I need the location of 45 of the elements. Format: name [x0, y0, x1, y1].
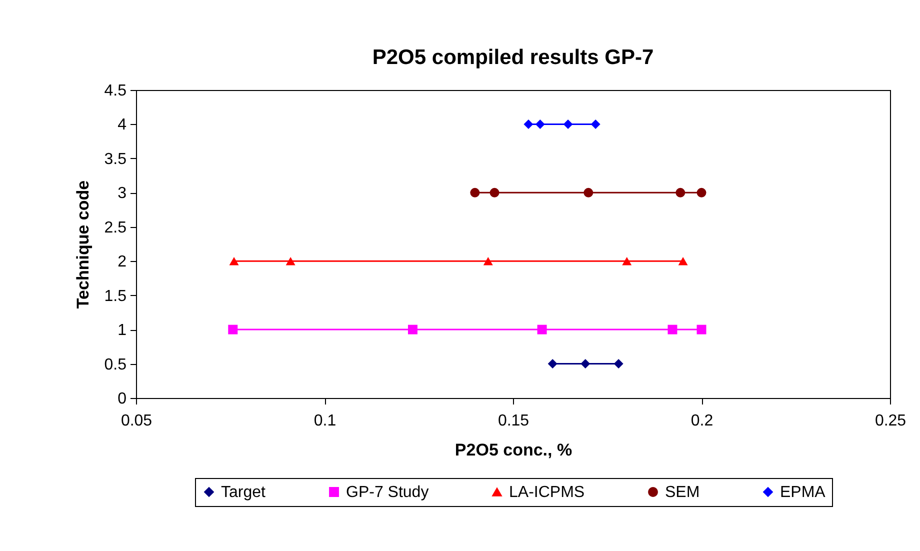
point — [470, 188, 480, 198]
y-tick-label: 2.5 — [104, 219, 127, 236]
y-tick-label: 4.5 — [104, 82, 127, 100]
chart-title: P2O5 compiled results GP-7 — [372, 46, 654, 69]
y-tick-label: 2 — [118, 254, 127, 271]
legend-label: Target — [221, 484, 266, 501]
point — [229, 257, 239, 266]
y-tick-label: 3.5 — [104, 150, 127, 168]
y-tick-label: 3 — [118, 185, 127, 202]
point — [524, 119, 534, 129]
x-tick-label: 0.05 — [120, 412, 152, 430]
legend-label: SEM — [665, 484, 700, 501]
point — [676, 188, 686, 198]
legend-label: EPMA — [780, 484, 826, 501]
point — [535, 119, 545, 129]
point — [228, 324, 238, 334]
point — [678, 257, 688, 266]
point — [696, 188, 706, 198]
legend-label: GP-7 Study — [346, 484, 429, 501]
point — [590, 119, 600, 129]
point — [537, 324, 547, 334]
point — [668, 324, 678, 334]
point — [490, 188, 500, 198]
point — [614, 359, 624, 369]
y-tick-label: 0 — [118, 390, 127, 408]
point — [408, 324, 418, 334]
x-axis-title: P2O5 conc., % — [454, 440, 572, 460]
y-axis-title: Technique code — [73, 180, 92, 309]
point — [584, 188, 594, 198]
y-tick-label: 4 — [118, 116, 127, 134]
point — [483, 257, 493, 266]
x-tick-label: 0.2 — [690, 412, 714, 430]
point — [622, 257, 632, 266]
x-tick-label: 0.25 — [874, 412, 906, 430]
point — [286, 257, 296, 266]
y-tick-label: 1.5 — [104, 288, 127, 305]
point — [548, 359, 558, 369]
point — [580, 359, 590, 369]
y-tick-label: 1 — [118, 322, 127, 340]
point — [696, 324, 706, 334]
y-tick-label: 0.5 — [104, 356, 127, 374]
point — [563, 119, 573, 129]
x-tick-label: 0.1 — [314, 412, 336, 430]
x-tick-label: 0.15 — [498, 412, 530, 430]
legend-label: LA-ICPMS — [509, 484, 585, 501]
